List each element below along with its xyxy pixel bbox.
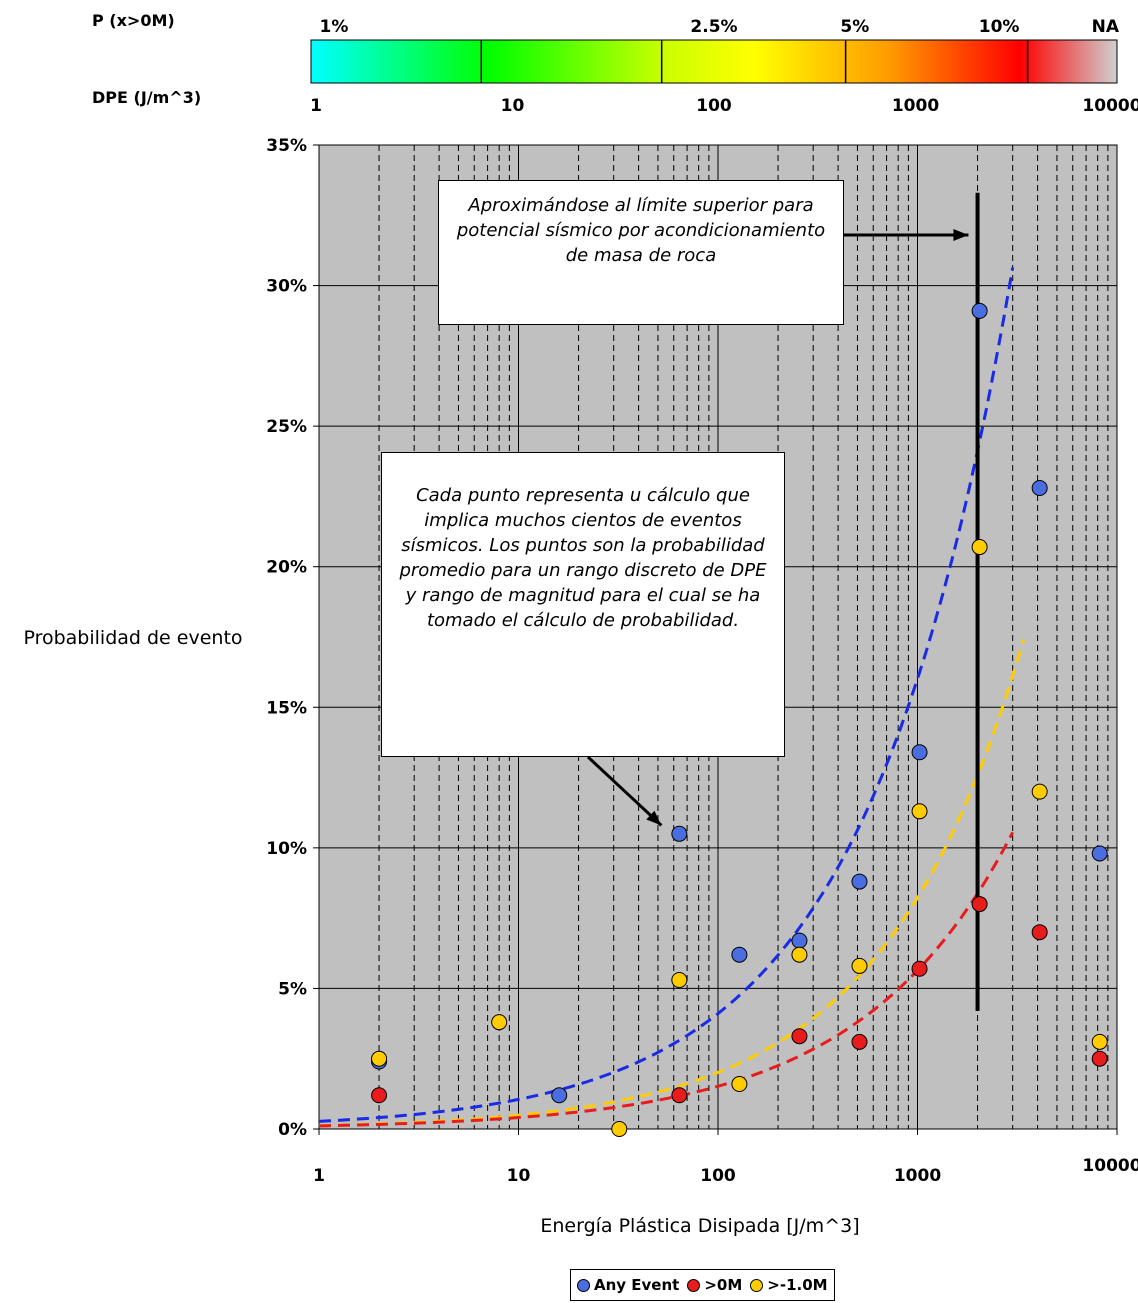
data-point	[371, 1087, 388, 1104]
arrow-shaft	[586, 755, 663, 827]
data-point	[1091, 845, 1108, 862]
y-axis-title: Probabilidad de evento	[23, 627, 242, 649]
annotation-arrows	[586, 228, 969, 827]
data-point	[1091, 1033, 1108, 1050]
data-point	[851, 873, 868, 890]
legend-marker	[577, 1278, 590, 1292]
colorbar-probability-ticks: 1% 2.5% 5% 10% NA	[320, 17, 1120, 37]
colorbar: P (x>0M) DPE (J/m^3) 1% 2.5% 5% 10% NA 1 10 10…	[92, 11, 1138, 116]
x-axis-ticks: 1 10 100 1000 10000	[313, 1129, 1138, 1186]
dpe-label: DPE (J/m^3)	[92, 88, 201, 107]
y-tick-label: 35%	[266, 136, 307, 156]
colorbar-p-label: NA	[1092, 17, 1120, 37]
colorbar-p-label: 2.5%	[690, 17, 737, 37]
data-point	[731, 1076, 748, 1093]
x-tick-label: 10	[507, 1166, 531, 1186]
colorbar-dpe-label: 10	[501, 96, 525, 116]
data-point	[1031, 924, 1048, 941]
data-point	[791, 1028, 808, 1045]
y-tick-label: 30%	[266, 277, 307, 297]
data-point	[731, 946, 748, 963]
colorbar-gradient	[310, 39, 1118, 84]
data-point	[911, 960, 928, 977]
colorbar-p-label: 10%	[979, 17, 1020, 37]
data-point	[671, 971, 688, 988]
data-point	[1031, 783, 1048, 800]
colorbar-dpe-label: 1	[310, 96, 322, 116]
colorbar-dividers	[480, 40, 1029, 83]
y-tick-label: 0%	[278, 1120, 307, 1140]
x-tick-label: 1	[313, 1166, 325, 1186]
x-tick-label: 1000	[894, 1166, 941, 1186]
colorbar-dpe-label: 1000	[892, 96, 939, 116]
data-point	[851, 1033, 868, 1050]
legend-item-gt0m: >0M	[687, 1276, 742, 1294]
legend-marker	[687, 1278, 701, 1292]
data-point	[671, 1087, 688, 1104]
y-tick-label: 15%	[266, 698, 307, 718]
data-point	[491, 1014, 508, 1031]
colorbar-p-label: 5%	[840, 17, 869, 37]
legend-marker	[750, 1278, 764, 1292]
legend: Any Event >0M >-1.0M	[570, 1269, 835, 1301]
data-point	[551, 1087, 568, 1104]
data-point	[1031, 479, 1048, 496]
data-point	[911, 744, 928, 761]
legend-label: Any Event	[594, 1276, 680, 1294]
data-point	[371, 1050, 388, 1067]
trendlines	[318, 267, 1025, 1128]
data-points	[371, 302, 1108, 1137]
colorbar-dpe-ticks: 1 10 100 1000 10000	[310, 96, 1138, 116]
legend-item-gt-1m: >-1.0M	[750, 1276, 828, 1294]
data-point	[791, 932, 808, 949]
y-tick-label: 5%	[278, 979, 307, 999]
data-point	[671, 825, 688, 842]
x-tick-label: 10000	[1082, 1156, 1138, 1176]
y-tick-label: 10%	[266, 839, 307, 859]
legend-item-any-event: Any Event	[577, 1276, 679, 1294]
annotation-points: Cada punto representa u cálculo que impl…	[381, 452, 785, 757]
data-point	[1091, 1050, 1108, 1067]
data-point	[971, 896, 988, 913]
data-point	[851, 957, 868, 974]
x-tick-label: 100	[700, 1166, 736, 1186]
p-label: P (x>0M)	[92, 11, 175, 30]
y-tick-label: 25%	[266, 417, 307, 437]
legend-label: >0M	[704, 1276, 743, 1294]
legend-label: >-1.0M	[767, 1276, 828, 1294]
data-point	[791, 946, 808, 963]
data-point	[611, 1121, 628, 1137]
trendline	[318, 831, 1015, 1128]
colorbar-p-label: 1%	[320, 17, 349, 37]
annotation-limit: Aproximándose al límite superior para po…	[438, 180, 844, 325]
arrow-head	[646, 810, 662, 826]
y-axis-ticks: 0% 5% 10% 15% 20% 25% 30% 35%	[266, 136, 319, 1140]
y-tick-label: 20%	[266, 558, 307, 578]
data-point	[971, 302, 988, 319]
colorbar-dpe-label: 10000	[1082, 96, 1138, 116]
x-axis-title: Energía Plástica Disipada [J/m^3]	[540, 1215, 859, 1237]
data-point	[911, 803, 928, 820]
arrow-head	[953, 228, 969, 241]
data-point	[971, 539, 988, 556]
colorbar-dpe-label: 100	[696, 96, 732, 116]
trendline	[318, 267, 1015, 1123]
